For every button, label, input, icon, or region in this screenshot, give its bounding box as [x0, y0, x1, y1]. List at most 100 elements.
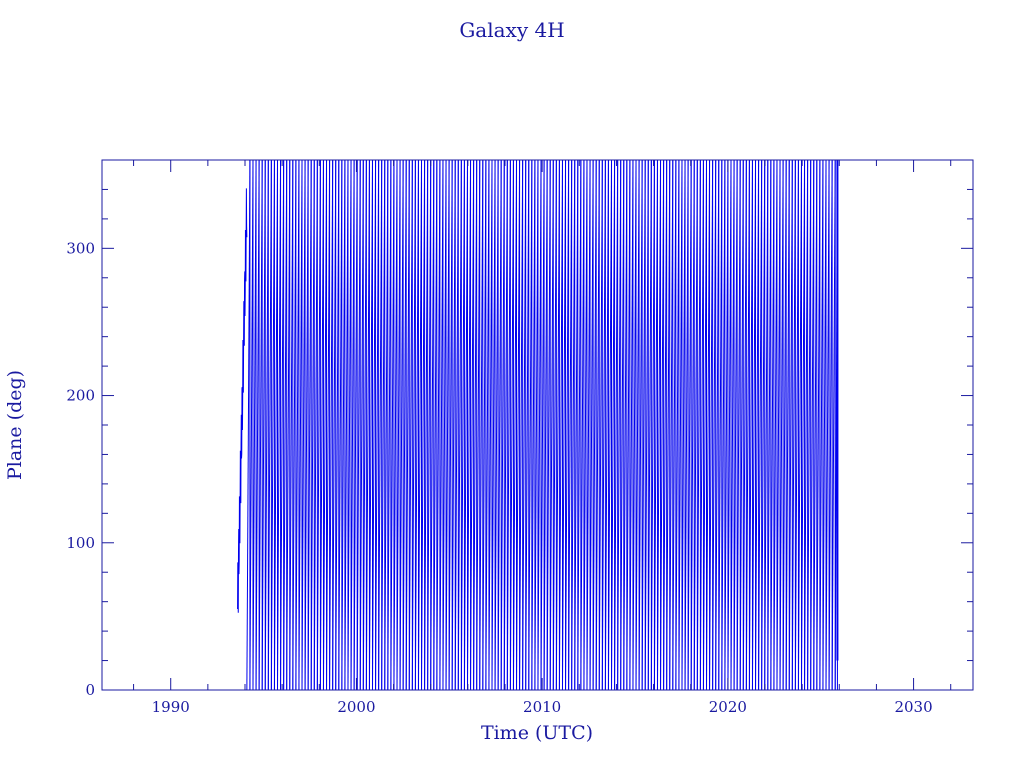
series-wrap-segment: [727, 159, 732, 691]
series-wrap-segment: [650, 159, 655, 691]
series-wrap-segment: [626, 159, 631, 691]
series-wrap-segment: [411, 159, 416, 691]
x-tick-label: 2010: [523, 698, 561, 716]
series-wrap-segment: [804, 159, 809, 691]
series-wrap-segment: [696, 159, 701, 691]
series-wrap-segment: [476, 159, 481, 691]
series-wrap-segment: [653, 159, 658, 691]
series-wrap-segment: [656, 159, 662, 691]
series-wrap-segment: [629, 159, 634, 691]
series-wrap-segment: [543, 159, 548, 691]
series-wrap-segment: [295, 159, 300, 691]
series-wrap-segment: [341, 159, 346, 691]
series-wrap-segment: [482, 159, 487, 691]
series-wrap-segment: [604, 159, 609, 691]
series-wrap-segment: [442, 159, 447, 691]
series-wrap-segment: [693, 159, 698, 691]
series-wrap-segment: [463, 159, 468, 691]
y-axis-ticks: 0 100 200 300: [66, 159, 973, 699]
series-wrap-segment: [810, 159, 815, 691]
series-wrap-segment: [466, 159, 472, 691]
series-wrap-segment: [733, 159, 738, 691]
series-wrap-segment: [430, 159, 435, 691]
series-wrap-segment: [371, 159, 377, 691]
y-tick-label: 300: [66, 239, 95, 257]
series-wrap-segment: [807, 159, 812, 691]
series-wrap-segment: [436, 159, 441, 691]
series-wrap-segment: [522, 159, 527, 691]
series-wrap-segment: [577, 159, 582, 691]
series-wrap-segment: [329, 159, 334, 691]
series-wrap-segment: [393, 159, 398, 691]
series-wrap-segment: [344, 159, 349, 691]
series-wrap-segment: [322, 159, 328, 691]
series-wrap-segment: [362, 159, 367, 691]
series-wrap-segment: [332, 159, 337, 691]
series-wrap-segment: [617, 159, 622, 691]
series-wrap-segment: [270, 159, 275, 691]
series-wrap-segment: [568, 159, 573, 691]
series-wrap-segment: [531, 159, 536, 691]
y-axis-title: Plane (deg): [4, 370, 26, 480]
series-wrap-segment: [641, 159, 646, 691]
series-wrap-segment: [537, 159, 542, 691]
series-wrap-segment: [706, 159, 711, 691]
plot-area: 1990 2000 2010 2020 2030 0 100 200 300: [66, 159, 974, 716]
series-wrap-segment: [451, 159, 456, 691]
series-wrap-segment: [516, 159, 521, 691]
series-wrap-segment: [255, 159, 260, 691]
series-wrap-segment: [800, 159, 806, 691]
series-wrap-segment: [375, 159, 380, 691]
x-tick-label: 2000: [337, 698, 375, 716]
series-wrap-segment: [666, 159, 671, 691]
series-wrap-segment: [307, 159, 312, 691]
series-wrap-segment: [638, 159, 643, 691]
series-wrap-segment: [660, 159, 665, 691]
series-wrap-segment: [292, 159, 297, 691]
series-wrap-segment: [592, 159, 597, 691]
series-wrap-segment: [273, 159, 278, 691]
series-wrap-segment: [359, 159, 364, 691]
x-tick-label: 2030: [894, 698, 932, 716]
series-wrap-segment: [286, 159, 291, 691]
series-wrap-segment: [647, 159, 652, 691]
series-wrap-segment: [445, 159, 450, 691]
series-wrap-segment: [736, 159, 741, 691]
series-wrap-segment: [684, 159, 689, 691]
series-wrap-segment: [678, 159, 683, 691]
series-wrap-segment: [730, 159, 735, 691]
series-wrap-segment: [589, 159, 594, 691]
series-wrap-segment: [356, 159, 361, 691]
data-series: [237, 159, 839, 691]
series-wrap-segment: [819, 159, 824, 691]
series-wrap-segment: [396, 159, 401, 691]
series-wrap-segment: [519, 159, 524, 691]
series-wrap-segment: [822, 159, 827, 691]
series-wrap-segment: [319, 159, 324, 691]
series-wrap-segment: [788, 159, 793, 691]
series-wrap-segment: [454, 159, 459, 691]
series-wrap-segment: [381, 159, 386, 691]
series-wrap-segment: [586, 159, 591, 691]
series-wrap-segment: [724, 159, 729, 691]
series-wrap-segment: [506, 159, 511, 691]
series-early-segment: [237, 188, 248, 613]
series-wrap-segment: [816, 159, 821, 691]
series-wrap-segment: [448, 159, 453, 691]
series-wrap-segment: [350, 159, 355, 691]
series-wrap-segment: [497, 159, 502, 691]
series-wrap-segment: [635, 159, 640, 691]
series-wrap-segment: [718, 159, 723, 691]
series-wrap-segment: [620, 159, 625, 691]
series-wrap-segment: [267, 159, 272, 691]
series-wrap-segment: [709, 159, 714, 691]
series-wrap-segment: [828, 159, 833, 691]
series-wrap-segment: [494, 159, 499, 691]
series-wrap-segment: [831, 159, 836, 691]
series-wrap-segment: [261, 159, 266, 691]
series-wrap-segment: [690, 159, 695, 691]
series-wrap-segment: [607, 159, 613, 691]
series-wrap-segment: [289, 159, 294, 691]
series-wrap-segment: [335, 159, 340, 691]
